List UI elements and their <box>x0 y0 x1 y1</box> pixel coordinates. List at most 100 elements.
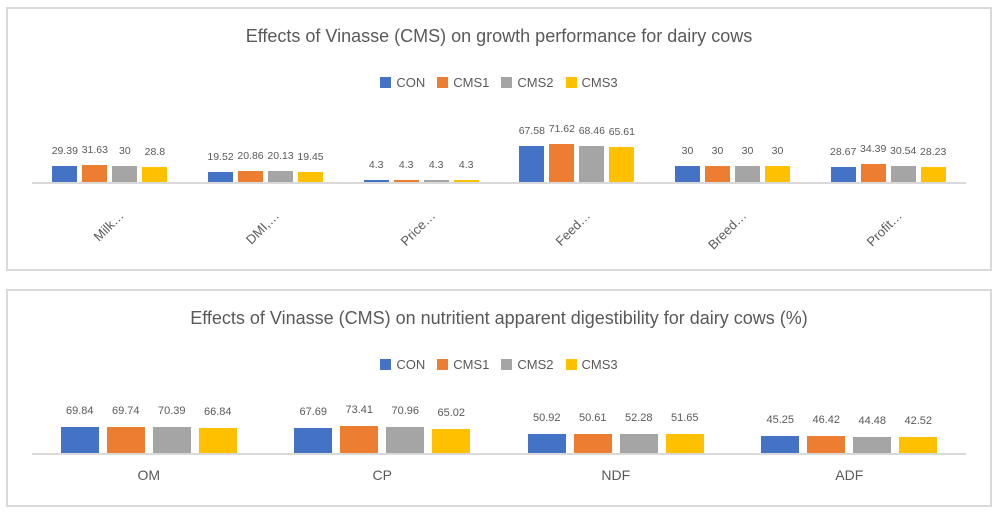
bar-cms3: 28.23 <box>920 146 946 182</box>
bar-cms3: 42.52 <box>899 415 938 453</box>
bar-cms3: 65.61 <box>609 126 635 182</box>
bar-cms1: 73.41 <box>340 404 379 453</box>
chart-legend: CON CMS1 CMS2 CMS3 <box>8 357 990 372</box>
chart-title: Effects of Vinasse (CMS) on growth perfo… <box>245 26 753 46</box>
bar-group: 30 30 30 30 <box>655 104 811 182</box>
data-label: 50.61 <box>578 412 607 425</box>
chart-legend: CON CMS1 CMS2 CMS3 <box>8 75 990 90</box>
bar-group: 50.92 50.61 52.28 51.65 <box>499 375 733 453</box>
data-label: 30.54 <box>890 144 917 157</box>
legend-item-cms1: CMS1 <box>437 357 489 372</box>
data-label: 30 <box>118 145 131 158</box>
data-label: 71.62 <box>548 123 575 135</box>
legend-swatch-icon <box>380 359 392 370</box>
bar-cms1: 30 <box>705 145 731 182</box>
bar-group: 69.84 69.74 70.39 66.84 <box>32 375 266 453</box>
legend-label: CMS2 <box>517 357 554 372</box>
legend-item-cms1: CMS1 <box>437 75 489 90</box>
data-label: 19.45 <box>297 150 324 163</box>
legend-label: CMS1 <box>453 75 490 90</box>
bar-cms2: 30 <box>112 145 138 182</box>
data-label: 65.02 <box>437 406 466 419</box>
bar-groups: 69.84 69.74 70.39 66.84 67.69 73.41 70.96 65.02… <box>32 375 966 453</box>
bar-groups: 29.39 31.63 30 28.8 19.52 20.86 20.13 19.45 4.3 4… <box>32 104 966 182</box>
data-label: 28.8 <box>144 145 166 158</box>
x-axis-label: NDF <box>601 467 631 483</box>
data-label: 28.23 <box>920 146 947 158</box>
data-label: 42.52 <box>904 415 933 428</box>
data-label: 4.3 <box>368 158 384 171</box>
bar-con: 29.39 <box>52 145 78 182</box>
bar-group: 4.3 4.3 4.3 4.3 <box>343 104 499 182</box>
x-axis-label: CP <box>372 467 392 483</box>
legend-label: CMS3 <box>581 357 618 372</box>
bar-cms3: 28.8 <box>142 146 168 182</box>
plot-area: 69.84 69.74 70.39 66.84 67.69 73.41 70.96 65.02… <box>32 375 966 455</box>
data-label: 29.39 <box>51 145 78 158</box>
bar-cms2: 52.28 <box>619 412 658 453</box>
legend-label: CON <box>396 75 426 90</box>
x-axis-label: Breed… <box>704 208 750 253</box>
bar-cms1: 20.86 <box>237 150 264 182</box>
data-label: 44.48 <box>858 414 887 427</box>
bar-con: 45.25 <box>761 414 800 453</box>
bar-cms1: 50.61 <box>573 412 612 453</box>
bar-cms2: 70.39 <box>152 405 191 453</box>
bar-group: 45.25 46.42 44.48 42.52 <box>733 375 967 453</box>
data-label: 28.67 <box>830 145 857 158</box>
bar-con: 19.52 <box>207 151 234 182</box>
data-label: 70.39 <box>157 404 186 417</box>
legend-item-cms3: CMS3 <box>565 357 618 372</box>
data-label: 46.42 <box>812 413 841 426</box>
bar-con: 67.69 <box>294 406 333 453</box>
data-label: 4.3 <box>458 158 474 171</box>
data-label: 19.52 <box>207 150 234 163</box>
data-label: 30 <box>711 145 724 158</box>
plot-area: 29.39 31.63 30 28.8 19.52 20.86 20.13 19.45 4.3 4… <box>32 104 966 184</box>
legend-item-con: CON <box>380 75 425 90</box>
data-label: 4.3 <box>398 158 414 171</box>
data-label: 65.61 <box>608 126 635 139</box>
bar-cms1: 4.3 <box>393 159 419 182</box>
data-label: 52.28 <box>624 411 653 424</box>
chart-title: Effects of Vinasse (CMS) on nutritient a… <box>190 308 808 328</box>
data-label: 45.25 <box>766 414 795 427</box>
data-label: 69.84 <box>65 405 94 417</box>
data-label: 69.74 <box>111 405 140 418</box>
bar-con: 4.3 <box>363 159 389 182</box>
bar-cms2: 68.46 <box>579 125 605 182</box>
bar-group: 67.69 73.41 70.96 65.02 <box>266 375 500 453</box>
data-label: 4.3 <box>428 158 444 171</box>
data-label: 30 <box>741 145 754 158</box>
data-label: 51.65 <box>670 411 699 424</box>
bar-cms2: 44.48 <box>853 415 892 453</box>
category-axis-labels: Milk… DMI,… Price… Feed… Breed… Profit… <box>32 188 966 252</box>
x-axis-label: Price… <box>397 208 438 249</box>
bar-cms2: 20.13 <box>267 150 294 182</box>
data-label: 30 <box>771 145 784 158</box>
bar-cms1: 69.74 <box>106 405 145 453</box>
legend-swatch-icon <box>501 359 513 370</box>
x-axis-label: DMI,… <box>242 208 283 248</box>
bar-cms1: 31.63 <box>82 144 108 182</box>
bar-cms1: 71.62 <box>549 123 575 182</box>
data-label: 20.13 <box>267 150 294 163</box>
bar-cms2: 4.3 <box>423 159 449 182</box>
data-label: 73.41 <box>345 403 374 416</box>
bar-group: 29.39 31.63 30 28.8 <box>32 104 188 182</box>
data-label: 66.84 <box>203 406 232 419</box>
bar-cms2: 30.54 <box>890 145 916 182</box>
x-axis-line <box>32 182 966 184</box>
bar-cms3: 30 <box>765 145 791 182</box>
legend-label: CMS3 <box>581 75 618 90</box>
bar-cms3: 51.65 <box>665 412 704 453</box>
bar-group: 67.58 71.62 68.46 65.61 <box>499 104 655 182</box>
legend-item-cms2: CMS2 <box>501 357 554 372</box>
bar-cms1: 34.39 <box>860 143 886 182</box>
data-label: 50.92 <box>532 412 561 425</box>
data-label: 67.69 <box>299 405 328 418</box>
bar-con: 67.58 <box>519 125 545 182</box>
data-label: 68.46 <box>578 124 605 137</box>
legend-label: CMS1 <box>453 357 490 372</box>
data-label: 67.58 <box>518 125 545 138</box>
